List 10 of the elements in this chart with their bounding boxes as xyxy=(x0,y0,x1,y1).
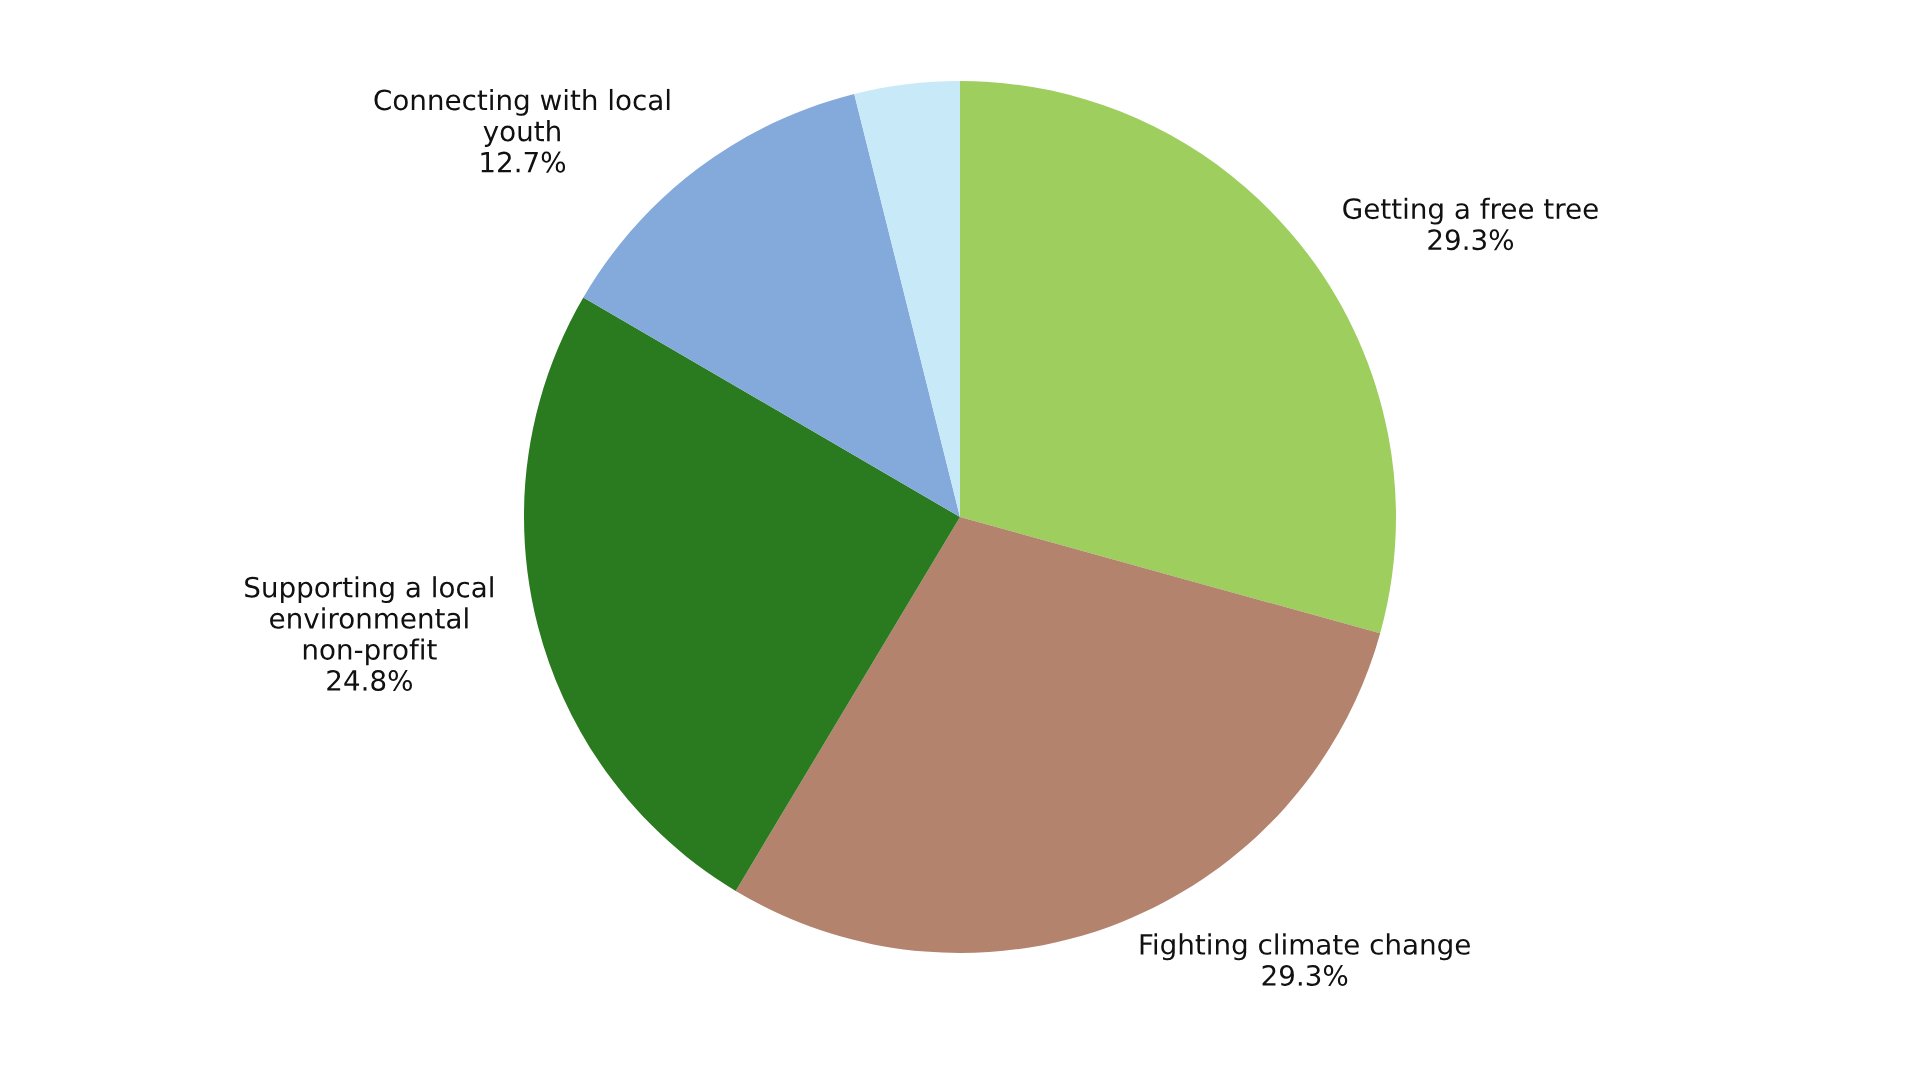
slice-label: Supporting a local environmental non-profit xyxy=(245,576,493,666)
slice-label: Getting a free tree xyxy=(1343,197,1598,225)
slice-label: Connecting with local youth xyxy=(374,88,670,147)
slice-label: Fighting climate change xyxy=(1140,933,1470,961)
pie-slice xyxy=(524,297,960,891)
pie-slice xyxy=(854,81,960,517)
data-label: 29.3% xyxy=(1428,229,1514,251)
data-label: 29.3% xyxy=(1262,964,1348,986)
data-label: 12.7% xyxy=(481,151,566,173)
data-label: 24.8% xyxy=(327,669,412,691)
